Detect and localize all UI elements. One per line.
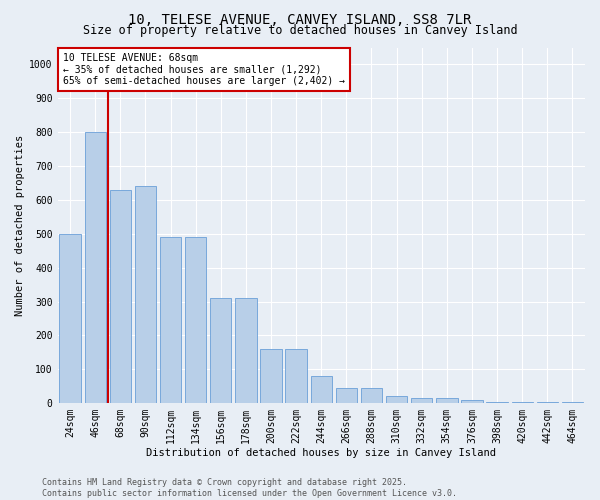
Y-axis label: Number of detached properties: Number of detached properties bbox=[15, 134, 25, 316]
Bar bbox=[59, 234, 81, 403]
Bar bbox=[185, 237, 206, 403]
Bar bbox=[436, 398, 458, 403]
Bar bbox=[562, 402, 583, 403]
Bar bbox=[461, 400, 482, 403]
Bar bbox=[260, 349, 282, 403]
Bar bbox=[336, 388, 357, 403]
Bar bbox=[235, 298, 257, 403]
Bar bbox=[135, 186, 156, 403]
Bar bbox=[512, 402, 533, 403]
Text: Size of property relative to detached houses in Canvey Island: Size of property relative to detached ho… bbox=[83, 24, 517, 37]
Bar bbox=[487, 402, 508, 403]
Bar bbox=[311, 376, 332, 403]
Bar bbox=[160, 237, 181, 403]
Bar bbox=[536, 402, 558, 403]
Bar bbox=[411, 398, 433, 403]
Text: Contains HM Land Registry data © Crown copyright and database right 2025.
Contai: Contains HM Land Registry data © Crown c… bbox=[42, 478, 457, 498]
Bar bbox=[361, 388, 382, 403]
Bar bbox=[386, 396, 407, 403]
Bar bbox=[286, 349, 307, 403]
Bar bbox=[110, 190, 131, 403]
X-axis label: Distribution of detached houses by size in Canvey Island: Distribution of detached houses by size … bbox=[146, 448, 496, 458]
Text: 10 TELESE AVENUE: 68sqm
← 35% of detached houses are smaller (1,292)
65% of semi: 10 TELESE AVENUE: 68sqm ← 35% of detache… bbox=[63, 53, 345, 86]
Text: 10, TELESE AVENUE, CANVEY ISLAND, SS8 7LR: 10, TELESE AVENUE, CANVEY ISLAND, SS8 7L… bbox=[128, 12, 472, 26]
Bar bbox=[85, 132, 106, 403]
Bar bbox=[210, 298, 232, 403]
